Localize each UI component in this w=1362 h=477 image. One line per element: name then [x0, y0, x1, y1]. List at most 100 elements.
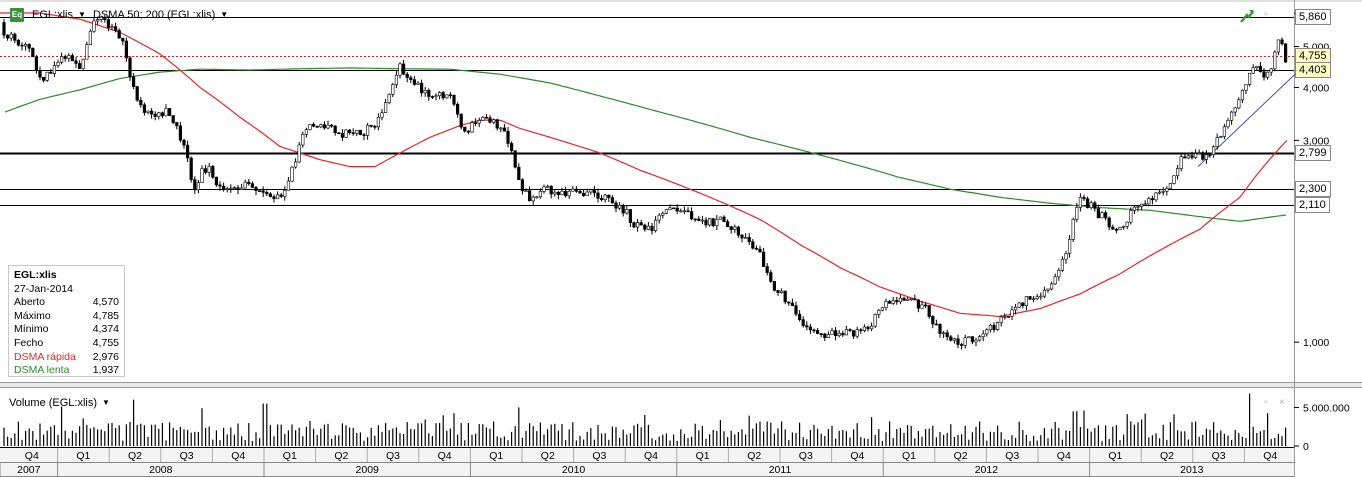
- candle: [383, 98, 388, 114]
- equity-icon[interactable]: Eq: [10, 8, 24, 22]
- candle: [168, 108, 172, 117]
- candle: [625, 205, 629, 215]
- candle: [1230, 110, 1234, 125]
- candle: [736, 225, 740, 238]
- candle: [164, 104, 168, 117]
- candle: [653, 216, 658, 233]
- candle: [963, 334, 967, 349]
- candle: [574, 186, 578, 193]
- candle: [484, 114, 489, 119]
- candle: [132, 73, 136, 90]
- x-quarter-label: Q2: [747, 450, 761, 462]
- candle: [571, 185, 575, 192]
- trend-up-icon[interactable]: [1240, 9, 1254, 23]
- candle: [891, 296, 895, 305]
- candle: [459, 113, 463, 130]
- candle: [153, 111, 157, 121]
- info-label: DSMA rápida: [14, 350, 76, 363]
- chevron-down-icon: ▼: [102, 398, 110, 407]
- candle: [999, 315, 1003, 327]
- candle: [628, 208, 632, 227]
- candle: [668, 204, 672, 211]
- candle: [373, 124, 377, 130]
- candle: [801, 316, 805, 328]
- price-tag: 5,860: [1295, 9, 1331, 25]
- candle: [790, 298, 794, 307]
- candle: [1075, 203, 1079, 223]
- x-quarter-label: Q3: [592, 450, 606, 462]
- candle: [78, 60, 82, 70]
- candle: [916, 299, 920, 313]
- candle: [787, 301, 791, 306]
- candle: [1129, 207, 1133, 225]
- candle: [563, 186, 568, 198]
- candle: [567, 189, 571, 199]
- candle: [225, 186, 229, 193]
- candle: [700, 215, 704, 225]
- candle: [851, 330, 856, 340]
- candle: [135, 86, 139, 102]
- candle: [329, 124, 334, 128]
- symbol-dropdown[interactable]: EGL:xlis ▼: [32, 9, 86, 21]
- candle: [1197, 149, 1201, 154]
- candle: [761, 247, 766, 267]
- candle: [293, 158, 298, 169]
- candle: [1276, 39, 1280, 56]
- candle: [1226, 117, 1230, 129]
- candle: [898, 294, 902, 305]
- y-tick-label: 3,000: [1303, 135, 1329, 147]
- candle: [387, 93, 391, 105]
- candle: [1057, 268, 1061, 281]
- volume-dropdown[interactable]: Volume (EGL:xlis) ▼: [9, 397, 110, 409]
- candle: [1114, 227, 1118, 234]
- candle: [927, 305, 931, 319]
- candle: [833, 327, 838, 341]
- candle: [553, 189, 557, 197]
- x-quarter-label: Q2: [954, 450, 968, 462]
- candle: [549, 185, 553, 199]
- candle: [99, 15, 103, 23]
- candle: [772, 280, 776, 292]
- x-year-label: 2007: [17, 464, 41, 476]
- candle: [524, 188, 528, 192]
- candle: [610, 195, 614, 204]
- candle: [1143, 200, 1147, 206]
- x-year-label: 2013: [1180, 464, 1204, 476]
- candle: [639, 219, 643, 226]
- candle: [1017, 301, 1021, 308]
- candle: [1064, 250, 1068, 264]
- candle: [142, 102, 147, 116]
- candle: [589, 189, 593, 195]
- candle: [106, 16, 110, 32]
- candle: [236, 185, 240, 195]
- candle: [1255, 65, 1259, 71]
- candle: [1273, 50, 1277, 72]
- restore-window-icon[interactable]: ▫: [1264, 397, 1268, 408]
- candle: [1179, 153, 1183, 172]
- restore-window-icon[interactable]: ▫: [1264, 9, 1268, 20]
- candle: [711, 217, 715, 228]
- x-quarter-label: Q2: [541, 450, 555, 462]
- candle: [1240, 89, 1244, 104]
- info-row-close: Fecho 4,755: [14, 337, 119, 351]
- candle: [1215, 133, 1219, 150]
- candle: [887, 299, 892, 304]
- x-quarter-label: Q4: [644, 450, 658, 462]
- price-tag: 2,300: [1295, 181, 1331, 197]
- candle: [365, 123, 370, 140]
- candle: [1161, 186, 1165, 196]
- candle: [862, 324, 866, 333]
- candle: [837, 329, 841, 338]
- close-pane-icon[interactable]: ×: [1279, 397, 1285, 408]
- candle: [581, 189, 586, 197]
- candle: [452, 94, 456, 107]
- candle: [59, 52, 64, 65]
- y-tick-label: 4,000: [1303, 83, 1329, 95]
- x-quarter-label: Q1: [283, 450, 297, 462]
- candle: [758, 245, 762, 253]
- indicator-dropdown[interactable]: DSMA 50; 200 (EGL:xlis) ▼: [93, 9, 228, 21]
- candle: [110, 23, 114, 31]
- candle: [297, 141, 301, 163]
- candle: [286, 177, 291, 191]
